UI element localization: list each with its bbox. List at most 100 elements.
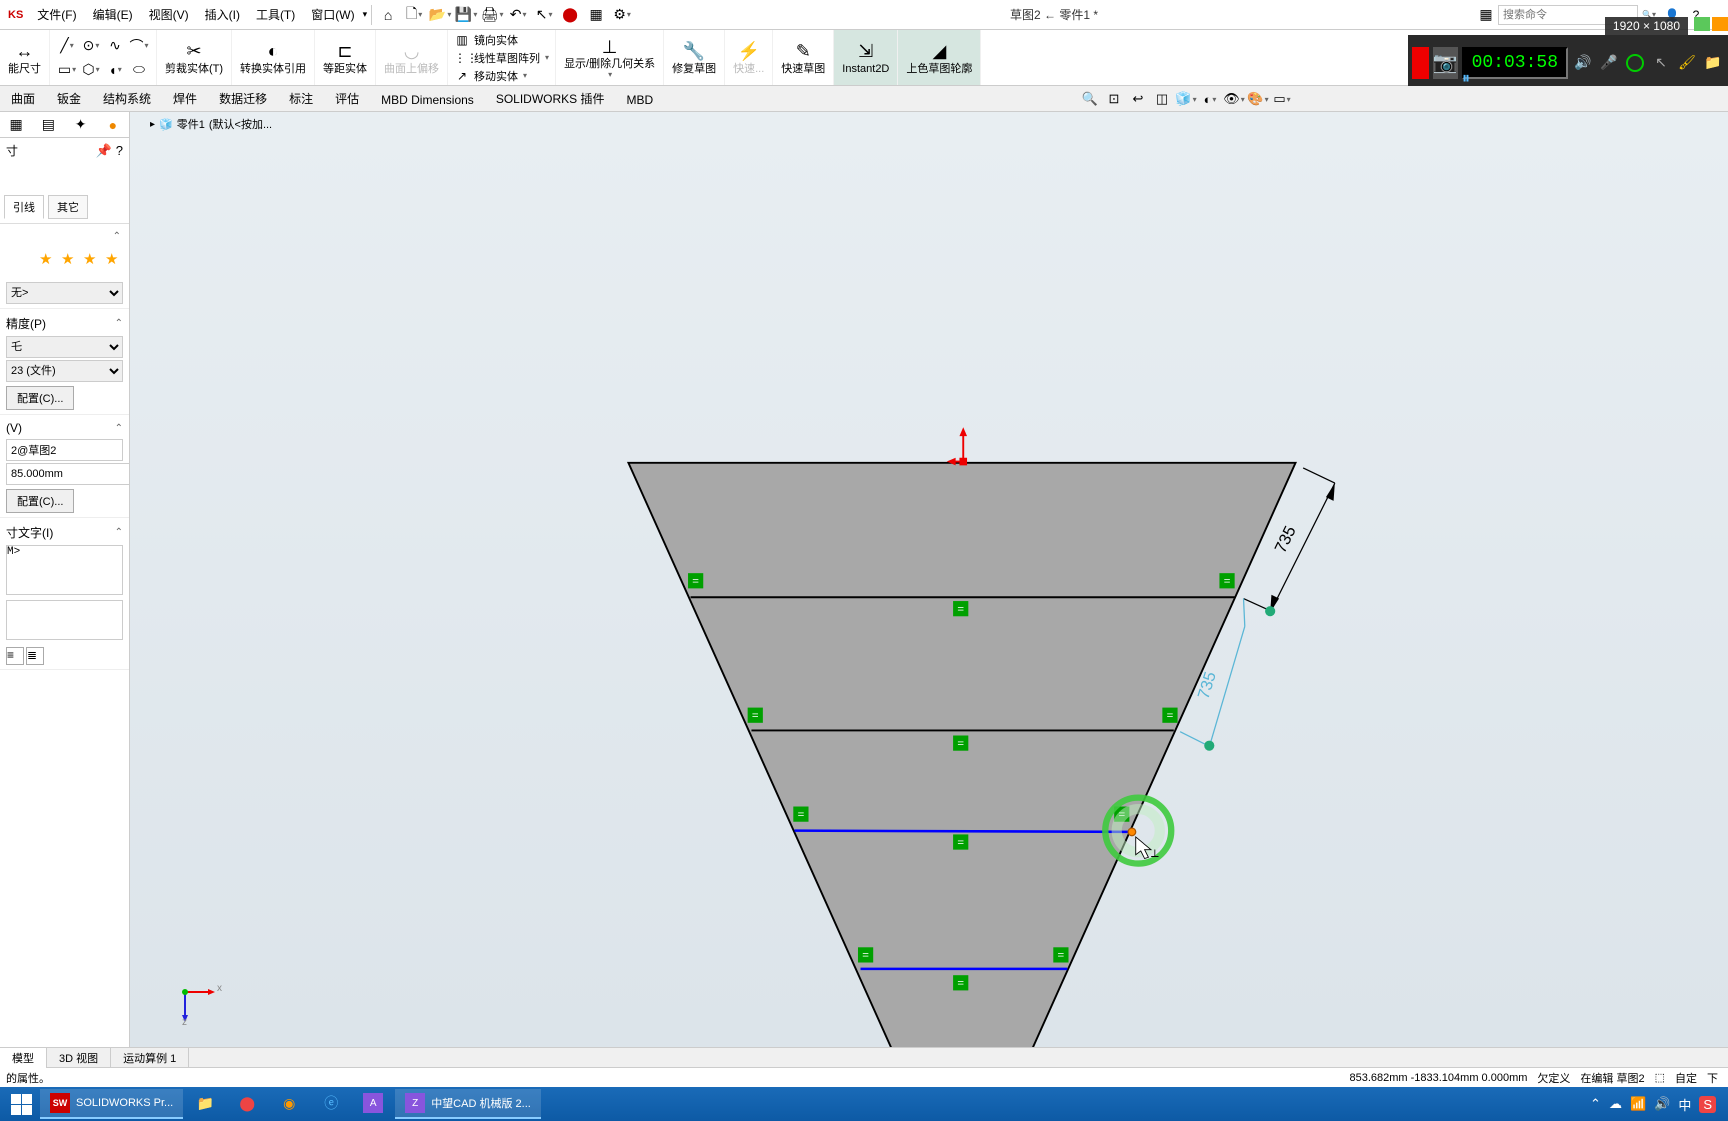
tab-mbd[interactable]: MBD bbox=[616, 88, 665, 111]
fav2-icon[interactable]: ★ bbox=[61, 250, 79, 268]
3dview-tab[interactable]: 3D 视图 bbox=[47, 1048, 111, 1068]
move-button[interactable]: ↗移动实体▾ bbox=[454, 68, 549, 84]
repair-button[interactable]: 🔧 修复草图 bbox=[664, 30, 725, 85]
task-zwcad[interactable]: Z 中望CAD 机械版 2... bbox=[395, 1089, 541, 1119]
unit-dropdown[interactable]: 乇 bbox=[6, 336, 123, 358]
feature-tree-tab[interactable]: ▦ bbox=[0, 112, 32, 137]
task-record[interactable]: ⬤ bbox=[227, 1089, 267, 1119]
ellipse-tool[interactable]: ⬭ bbox=[128, 59, 150, 81]
quick-button[interactable]: ⚡ 快速... bbox=[725, 30, 773, 85]
motion-tab[interactable]: 运动算例 1 bbox=[111, 1048, 189, 1068]
open-icon[interactable]: 📂▾ bbox=[428, 3, 452, 27]
zoom-fit-icon[interactable]: 🔍 bbox=[1079, 88, 1101, 110]
offset-button[interactable]: ⊏ 等距实体 bbox=[315, 30, 376, 85]
new-icon[interactable]: 🗋▾ bbox=[402, 3, 426, 27]
subtab-other[interactable]: 其它 bbox=[48, 195, 88, 219]
menu-insert[interactable]: 插入(I) bbox=[197, 6, 248, 23]
menu-window[interactable]: 窗口(W) bbox=[303, 6, 362, 23]
undo-icon[interactable]: ↶▾ bbox=[506, 3, 530, 27]
arc-tool[interactable]: ⌒▾ bbox=[128, 35, 150, 57]
record-button[interactable] bbox=[1412, 47, 1429, 79]
polygon-tool[interactable]: ⬡▾ bbox=[80, 59, 102, 81]
rebuild-icon[interactable]: ⬤ bbox=[558, 3, 582, 27]
screenshot-button[interactable]: 📷 bbox=[1433, 47, 1458, 79]
appearance-tab[interactable]: ● bbox=[97, 112, 129, 137]
mic-icon[interactable]: 🎤 bbox=[1598, 52, 1620, 74]
rec-circle-icon[interactable] bbox=[1624, 52, 1646, 74]
print-icon[interactable]: 🖨▾ bbox=[480, 3, 504, 27]
rec-min-button[interactable] bbox=[1694, 17, 1710, 31]
align-center-icon[interactable]: ≣ bbox=[26, 647, 44, 665]
graphics-viewport[interactable]: ▸ 🧊 零件1 (默认<按加... bbox=[130, 112, 1728, 1047]
tray-cloud-icon[interactable]: ☁ bbox=[1609, 1096, 1622, 1112]
brush-icon[interactable]: 🖌 bbox=[1676, 52, 1698, 74]
menu-edit[interactable]: 编辑(E) bbox=[85, 6, 141, 23]
cursor-icon[interactable]: ↖ bbox=[1650, 52, 1672, 74]
trim-button[interactable]: ✂ 剪裁实体(T) bbox=[157, 30, 232, 85]
mirror-button[interactable]: ▥镜向实体 bbox=[454, 32, 549, 48]
tray-ime-icon[interactable]: 中 bbox=[1678, 1095, 1691, 1114]
prev-view-icon[interactable]: ↩ bbox=[1127, 88, 1149, 110]
audio-icon[interactable]: 🔊 bbox=[1572, 52, 1594, 74]
zoom-area-icon[interactable]: ⊡ bbox=[1103, 88, 1125, 110]
text-collapse-icon[interactable]: ⌃ bbox=[115, 527, 123, 538]
fav1-icon[interactable]: ★ bbox=[39, 250, 57, 268]
configure-button-2[interactable]: 配置(C)... bbox=[6, 489, 74, 513]
collapse-all-icon[interactable]: ⌃ bbox=[113, 231, 121, 242]
start-button[interactable] bbox=[4, 1089, 38, 1119]
offset-surface-button[interactable]: ◡ 曲面上偏移 bbox=[376, 30, 448, 85]
tab-evaluate[interactable]: 评估 bbox=[324, 85, 370, 111]
dimension-ref-input[interactable] bbox=[6, 439, 123, 461]
tab-data-migration[interactable]: 数据迁移 bbox=[208, 85, 278, 111]
fav4-icon[interactable]: ★ bbox=[105, 250, 123, 268]
tab-annotate[interactable]: 标注 bbox=[278, 85, 324, 111]
pattern-button[interactable]: ⋮⋮线性草图阵列▾ bbox=[454, 50, 549, 66]
rec-close-button[interactable] bbox=[1712, 17, 1728, 31]
rect-tool[interactable]: ▭▾ bbox=[56, 59, 78, 81]
task-solidworks[interactable]: SW SOLIDWORKS Pr... bbox=[40, 1089, 183, 1119]
task-edge[interactable]: ⓔ bbox=[311, 1089, 351, 1119]
appearance-icon[interactable]: 🎨▾ bbox=[1247, 88, 1269, 110]
task-app5[interactable]: A bbox=[353, 1089, 393, 1119]
tab-sw-addins[interactable]: SOLIDWORKS 插件 bbox=[485, 85, 616, 111]
scene-icon[interactable]: ▭▾ bbox=[1271, 88, 1293, 110]
model-tab[interactable]: 模型 bbox=[0, 1048, 47, 1068]
options-icon[interactable]: ▦ bbox=[584, 3, 608, 27]
task-explorer[interactable]: 📁 bbox=[185, 1089, 225, 1119]
section-view-icon[interactable]: ◫ bbox=[1151, 88, 1173, 110]
app-logo[interactable]: KS bbox=[2, 9, 29, 21]
convert-button[interactable]: ◐ 转换实体引用 bbox=[232, 30, 315, 85]
tray-up-icon[interactable]: ⌃ bbox=[1590, 1096, 1601, 1112]
menu-view[interactable]: 视图(V) bbox=[141, 6, 197, 23]
circle-tool[interactable]: ⊙▾ bbox=[80, 35, 102, 57]
tab-sheetmetal[interactable]: 钣金 bbox=[46, 85, 92, 111]
property-tab[interactable]: ▤ bbox=[32, 112, 64, 137]
shaded-sketch-button[interactable]: ◢ 上色草图轮廓 bbox=[898, 30, 981, 85]
status-indicator-icon[interactable]: ⬚ bbox=[1655, 1071, 1665, 1084]
spline-tool[interactable]: ∿ bbox=[104, 35, 126, 57]
save-icon[interactable]: 💾▾ bbox=[454, 3, 478, 27]
search-icon[interactable]: ▦ bbox=[1474, 3, 1498, 27]
folder-icon[interactable]: 📁 bbox=[1702, 52, 1724, 74]
display-style-icon[interactable]: ◐▾ bbox=[1199, 88, 1221, 110]
menu-file[interactable]: 文件(F) bbox=[29, 6, 84, 23]
fav3-icon[interactable]: ★ bbox=[83, 250, 101, 268]
dimension-value-input[interactable] bbox=[6, 463, 130, 485]
tab-mbd-dim[interactable]: MBD Dimensions bbox=[370, 88, 485, 111]
hide-show-icon[interactable]: 👁▾ bbox=[1223, 88, 1245, 110]
show-relations-button[interactable]: ⊥ 显示/删除几何关系 ▾ bbox=[556, 30, 664, 85]
menu-tools[interactable]: 工具(T) bbox=[248, 6, 303, 23]
dimension-text-input[interactable]: M> bbox=[6, 545, 123, 595]
pin-icon[interactable]: 📌 bbox=[96, 143, 112, 159]
tray-wifi-icon[interactable]: 📶 bbox=[1630, 1096, 1646, 1112]
align-left-icon[interactable]: ≡ bbox=[6, 647, 24, 665]
home-icon[interactable]: ⌂ bbox=[376, 3, 400, 27]
dimension-text-input-2[interactable] bbox=[6, 600, 123, 640]
rapid-sketch-button[interactable]: ✎ 快速草图 bbox=[773, 30, 834, 85]
slot-tool[interactable]: ◖▾ bbox=[104, 59, 126, 81]
precision-collapse-icon[interactable]: ⌃ bbox=[115, 318, 123, 329]
value-collapse-icon[interactable]: ⌃ bbox=[115, 423, 123, 434]
subtab-leader[interactable]: 引线 bbox=[4, 195, 44, 219]
tray-s-icon[interactable]: S bbox=[1699, 1096, 1716, 1113]
instant2d-button[interactable]: ⇲ Instant2D bbox=[834, 30, 898, 85]
